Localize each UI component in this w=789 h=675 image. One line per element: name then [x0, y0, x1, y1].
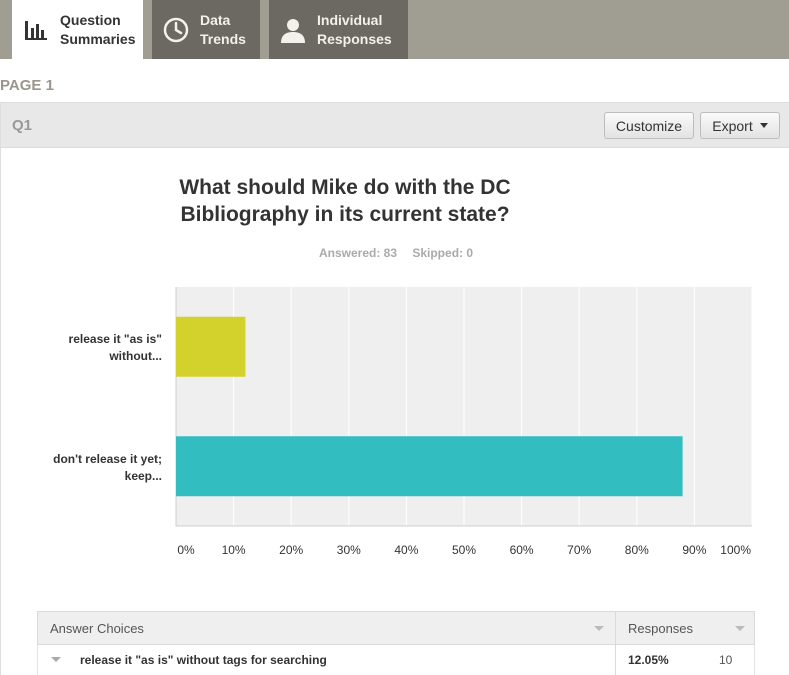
expand-caret-icon[interactable] — [51, 657, 61, 662]
category-label: don't release it yet; keep... — [53, 452, 162, 483]
x-tick-label: 70% — [567, 543, 591, 557]
sort-caret-icon[interactable] — [594, 626, 604, 631]
x-tick-label: 0% — [177, 543, 195, 557]
skipped-count: Skipped: 0 — [412, 246, 474, 260]
answered-count: Answered: 83 — [318, 246, 397, 260]
response-percent: 12.05% — [628, 653, 669, 667]
customize-button-label: Customize — [615, 117, 683, 134]
x-tick-label: 30% — [337, 543, 361, 557]
x-tick-label: 50% — [452, 543, 476, 557]
bar — [176, 316, 246, 377]
tab-question-summaries[interactable]: Question Summaries — [12, 0, 143, 59]
sort-caret-icon[interactable] — [735, 626, 745, 631]
tab-data-trends[interactable]: Data Trends — [152, 0, 260, 59]
column-divider — [615, 612, 616, 644]
person-icon — [281, 18, 305, 43]
column-header-answer-choices[interactable]: Answer Choices — [50, 620, 144, 636]
table-header: Answer Choices Responses — [37, 611, 755, 645]
response-count: 10 — [719, 653, 733, 667]
customize-button[interactable]: Customize — [604, 112, 694, 139]
question-header: Q1 Customize Export — [1, 102, 789, 148]
column-divider — [615, 645, 616, 675]
x-tick-label: 20% — [279, 543, 303, 557]
bar — [176, 436, 683, 497]
category-label: release it "as is" without... — [68, 332, 162, 363]
x-tick-label: 60% — [510, 543, 534, 557]
export-button[interactable]: Export — [700, 112, 780, 139]
tab-label: Data Trends — [200, 11, 246, 47]
tab-individual-responses[interactable]: Individual Responses — [269, 0, 408, 59]
tab-label: Question Summaries — [60, 11, 136, 47]
answered-summary: Answered: 83 Skipped: 0 — [296, 246, 496, 260]
export-button-label: Export — [712, 117, 753, 134]
x-tick-label: 10% — [222, 543, 246, 557]
x-tick-label: 100% — [720, 543, 751, 557]
question-number: Q1 — [12, 117, 33, 134]
tab-label: Individual Responses — [317, 11, 392, 47]
x-tick-label: 40% — [394, 543, 418, 557]
page-label: PAGE 1 — [0, 77, 54, 94]
clock-icon — [163, 17, 189, 42]
chevron-down-icon — [759, 123, 768, 128]
bar-chart-icon — [25, 20, 47, 40]
table-row: release it "as is" without tags for sear… — [37, 645, 755, 675]
x-tick-label: 80% — [625, 543, 649, 557]
report-tab-bar: Question Summaries Data Trends Individua… — [0, 0, 789, 59]
bar-chart: 0% 10% 20% 30% 40% 50% 60% 70% 80% 90% 100% — [175, 287, 753, 557]
chart-title: What should Mike do with the DC Bibliogr… — [179, 176, 511, 226]
x-tick-label: 90% — [682, 543, 706, 557]
column-header-responses[interactable]: Responses — [628, 620, 694, 636]
answer-choice-text: release it "as is" without tags for sear… — [80, 653, 327, 667]
